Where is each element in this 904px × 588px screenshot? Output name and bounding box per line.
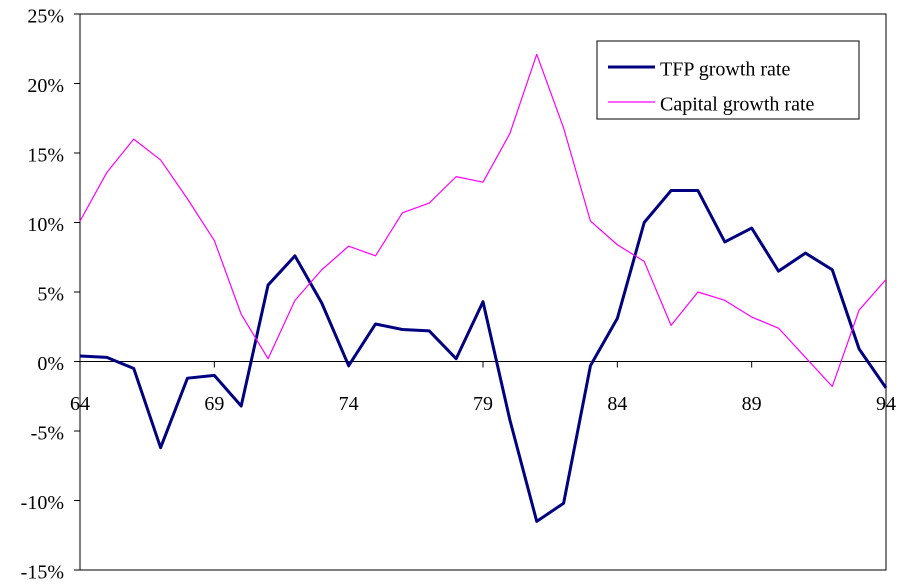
y-tick-label: 20% — [27, 75, 64, 97]
legend-label: Capital growth rate — [660, 94, 815, 116]
x-tick-label: 79 — [473, 393, 493, 415]
x-tick-label: 84 — [607, 393, 627, 415]
y-tick-label: -5% — [31, 423, 64, 445]
legend-box — [596, 40, 860, 120]
x-tick-label: 74 — [339, 393, 359, 415]
series-line — [79, 189, 888, 523]
series-line — [79, 53, 887, 388]
y-tick-label: 25% — [27, 6, 64, 28]
legend-label: TFP growth rate — [660, 59, 790, 81]
x-tick-label: 69 — [204, 393, 224, 415]
x-tick-label: 64 — [70, 393, 90, 415]
y-tick-label: 10% — [27, 214, 64, 236]
y-tick-label: -10% — [21, 492, 64, 514]
y-tick-label: 5% — [37, 284, 64, 306]
x-tick-label: 94 — [876, 393, 896, 415]
y-tick-label: 15% — [27, 145, 64, 167]
x-tick-label: 89 — [742, 393, 762, 415]
y-tick-label: 0% — [37, 353, 64, 375]
y-tick-label: -15% — [21, 562, 64, 584]
